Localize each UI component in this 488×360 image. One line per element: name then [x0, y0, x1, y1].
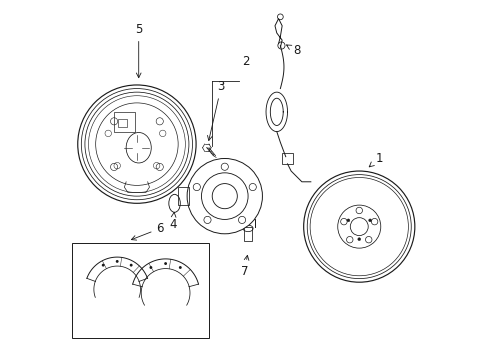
- Bar: [282, 153, 292, 164]
- Circle shape: [164, 262, 167, 265]
- Circle shape: [149, 266, 152, 269]
- Text: 2: 2: [242, 55, 249, 68]
- Bar: [244, 227, 252, 241]
- Circle shape: [368, 219, 371, 222]
- Circle shape: [129, 264, 132, 267]
- Bar: [113, 112, 135, 132]
- Text: 7: 7: [240, 255, 248, 278]
- Circle shape: [116, 260, 119, 263]
- Bar: [72, 243, 208, 338]
- Text: 1: 1: [368, 152, 382, 167]
- Text: 8: 8: [286, 44, 300, 57]
- Text: 6: 6: [131, 222, 163, 240]
- Circle shape: [179, 266, 182, 269]
- Circle shape: [346, 219, 349, 222]
- Bar: [178, 187, 188, 205]
- Text: 5: 5: [135, 23, 142, 78]
- Circle shape: [337, 205, 380, 248]
- Circle shape: [187, 158, 262, 234]
- Circle shape: [102, 264, 104, 267]
- Text: 3: 3: [207, 80, 224, 140]
- Text: 4: 4: [169, 212, 176, 231]
- Bar: [118, 119, 127, 127]
- Circle shape: [357, 238, 360, 240]
